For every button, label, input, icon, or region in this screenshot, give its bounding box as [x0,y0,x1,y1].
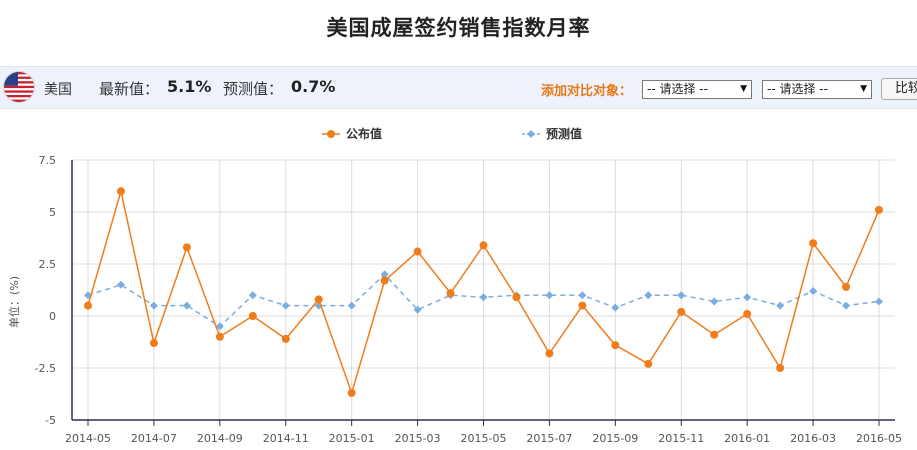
compare-button[interactable]: 比较 [881,78,917,100]
forecast-point[interactable] [116,280,125,289]
actual-point[interactable] [413,247,422,256]
x-tick-label: 2015-11 [658,432,704,445]
dropdown-arrow-icon: ▼ [860,84,867,94]
actual-point[interactable] [314,295,323,304]
compare-select-1[interactable]: -- 请选择 -- ▼ [642,80,752,99]
actual-point[interactable] [842,282,851,291]
latest-value-label: 最新值： [99,80,160,98]
forecast-point[interactable] [281,301,290,310]
y-tick-label: 7.5 [39,154,57,167]
forecast-value: 0.7% [291,77,336,96]
actual-point[interactable] [578,301,587,310]
x-tick-label: 2015-09 [592,432,638,445]
latest-value: 5.1% [167,77,212,96]
forecast-point[interactable] [182,301,191,310]
y-tick-label: 5 [49,206,56,219]
actual-point[interactable] [644,359,653,368]
actual-point[interactable] [149,339,158,348]
page-title: 美国成屋签约销售指数月率 [326,16,591,40]
actual-point[interactable] [809,239,818,248]
compare-select-2-value: -- 请选择 -- [767,82,828,96]
actual-point[interactable] [248,312,257,320]
forecast-point[interactable] [809,287,818,296]
actual-point[interactable] [743,309,752,318]
indicator-toolbar: 美国 最新值： 5.1% 预测值： 0.7% 添加对比对象： -- 请选择 --… [0,66,917,109]
actual-point[interactable] [84,301,92,310]
actual-point[interactable] [677,307,686,316]
actual-point[interactable] [479,241,488,250]
forecast-point[interactable] [578,291,587,300]
x-tick-label: 2016-01 [724,432,770,445]
actual-point[interactable] [545,349,554,358]
us-flag-icon [4,72,34,102]
actual-point[interactable] [215,332,224,341]
country-name: 美国 [44,82,72,98]
actual-point[interactable] [611,341,620,350]
x-tick-label: 2015-07 [526,432,572,445]
forecast-point[interactable] [347,301,356,310]
forecast-point[interactable] [413,305,422,314]
forecast-point[interactable] [875,297,883,306]
actual-point[interactable] [446,289,455,298]
forecast-point[interactable] [545,291,554,300]
x-tick-label: 2016-05 [856,432,902,445]
y-tick-label: -5 [45,414,56,427]
line-chart: 7.5 5 2.5 0 -2.5 -5 2014-05 2014-07 2014-09 2014-… [7,126,902,445]
forecast-point[interactable] [479,293,488,302]
add-compare-label: 添加对比对象： [541,84,633,99]
actual-point[interactable] [281,334,290,343]
actual-point[interactable] [347,388,356,397]
forecast-point[interactable] [842,301,851,310]
legend-marker-actual [327,130,335,138]
forecast-point[interactable] [677,291,686,300]
forecast-point[interactable] [743,293,752,302]
legend-label-actual[interactable]: 公布值 [346,126,382,141]
compare-select-2[interactable]: -- 请选择 -- ▼ [762,80,872,99]
x-tick-label: 2014-05 [65,432,111,445]
legend-marker-forecast [527,130,535,138]
forecast-value-label: 预测值： [223,80,284,98]
actual-point[interactable] [776,364,785,372]
x-tick-label: 2015-01 [329,432,375,445]
forecast-point[interactable] [380,270,389,279]
actual-point[interactable] [116,187,125,196]
x-tick-label: 2015-05 [461,432,507,445]
x-tick-label: 2014-11 [263,432,309,445]
forecast-point[interactable] [611,303,620,312]
forecast-point[interactable] [149,301,158,310]
actual-point[interactable] [875,205,883,214]
actual-point[interactable] [182,243,191,252]
y-tick-label: 2.5 [39,258,57,271]
y-axis-label: 单位：(%) [7,276,21,328]
forecast-point[interactable] [710,297,719,306]
x-tick-label: 2014-07 [131,432,177,445]
forecast-point[interactable] [248,291,257,300]
actual-point[interactable] [380,276,389,285]
forecast-point[interactable] [776,301,785,310]
legend-label-forecast[interactable]: 预测值 [546,126,582,141]
dropdown-arrow-icon: ▼ [740,84,747,94]
forecast-point[interactable] [644,291,653,300]
forecast-point[interactable] [84,291,92,300]
compare-select-1-value: -- 请选择 -- [647,82,708,96]
actual-point[interactable] [710,330,719,339]
forecast-point[interactable] [215,322,224,331]
y-tick-label: 0 [49,310,56,323]
x-tick-label: 2016-03 [790,432,836,445]
x-tick-label: 2014-09 [197,432,243,445]
y-tick-label: -2.5 [35,362,56,375]
actual-point[interactable] [512,293,521,302]
x-tick-label: 2015-03 [395,432,441,445]
